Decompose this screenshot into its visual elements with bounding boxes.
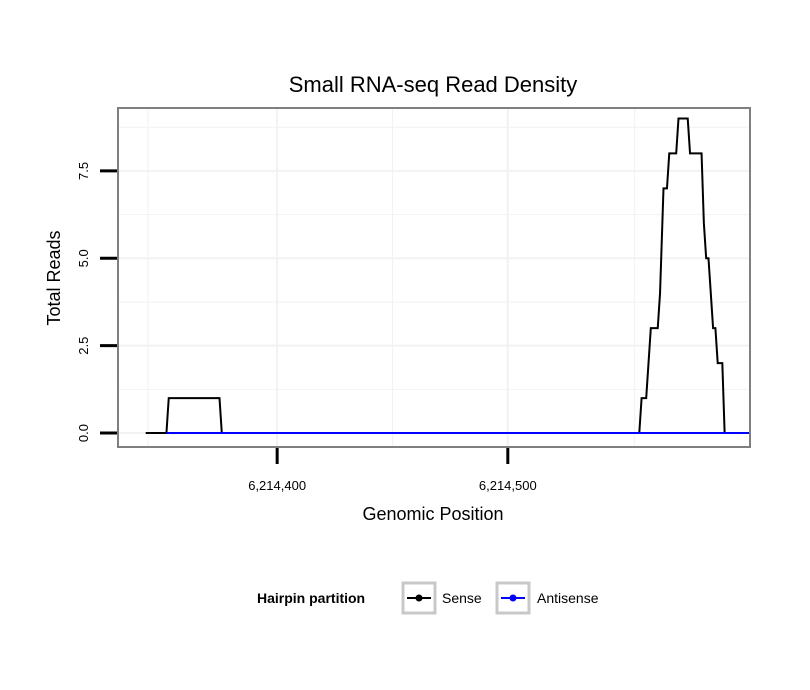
legend-item-antisense: Antisense [495, 581, 599, 615]
legend-label-antisense: Antisense [537, 590, 599, 606]
y-axis-tick-label: 5.0 [76, 249, 91, 267]
x-axis-tick-label: 6,214,500 [479, 478, 537, 493]
legend-label-sense: Sense [442, 590, 482, 606]
y-axis-tick-label: 7.5 [76, 162, 91, 180]
legend-item-sense: Sense [401, 581, 482, 615]
x-axis: 6,214,400 6,214,500 [248, 448, 537, 493]
plot-border [117, 107, 751, 448]
y-axis: 0.0 2.5 5.0 7.5 [76, 162, 117, 442]
y-axis-title: Total Reads [44, 230, 64, 325]
plot-area [118, 108, 750, 447]
series-layer [145, 117, 750, 435]
y-axis-tick-label: 2.5 [76, 337, 91, 355]
legend-marker-sense [415, 594, 423, 602]
y-axis-tick-label: 0.0 [76, 424, 91, 442]
chart-title: Small RNA-seq Read Density [289, 72, 578, 97]
x-axis-title: Genomic Position [362, 504, 503, 524]
legend-marker-antisense [509, 594, 517, 602]
legend: Hairpin partition Sense Antisense [257, 581, 599, 615]
x-axis-tick-label: 6,214,400 [248, 478, 306, 493]
legend-title: Hairpin partition [257, 590, 365, 606]
